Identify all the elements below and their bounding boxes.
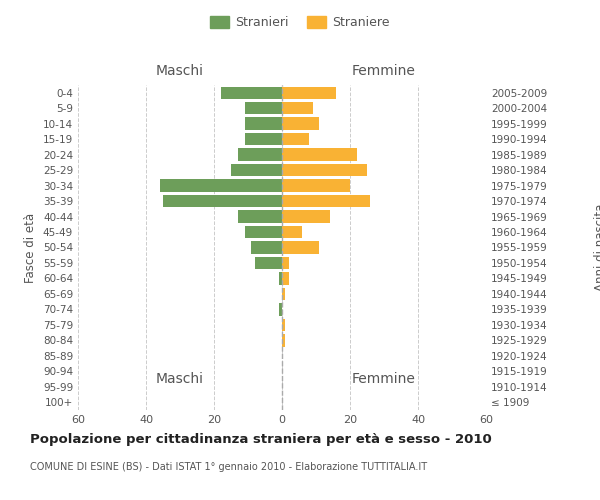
Bar	[282, 288, 286, 300]
Bar	[282, 133, 309, 145]
Text: COMUNE DI ESINE (BS) - Dati ISTAT 1° gennaio 2010 - Elaborazione TUTTITALIA.IT: COMUNE DI ESINE (BS) - Dati ISTAT 1° gen…	[30, 462, 427, 472]
Y-axis label: Fasce di età: Fasce di età	[25, 212, 37, 282]
Bar	[255, 257, 282, 269]
Bar	[282, 242, 319, 254]
Bar	[282, 86, 337, 99]
Bar	[282, 318, 286, 331]
Bar	[282, 195, 370, 207]
Bar	[282, 257, 289, 269]
Bar	[238, 210, 282, 222]
Bar	[251, 242, 282, 254]
Bar	[245, 118, 282, 130]
Text: Femmine: Femmine	[352, 64, 416, 78]
Bar	[245, 226, 282, 238]
Bar	[221, 86, 282, 99]
Bar	[278, 272, 282, 284]
Bar	[278, 303, 282, 316]
Bar	[282, 118, 319, 130]
Text: Popolazione per cittadinanza straniera per età e sesso - 2010: Popolazione per cittadinanza straniera p…	[30, 432, 492, 446]
Bar	[231, 164, 282, 176]
Text: Femmine: Femmine	[352, 372, 416, 386]
Y-axis label: Anni di nascita: Anni di nascita	[594, 204, 600, 291]
Bar	[238, 148, 282, 161]
Bar	[245, 133, 282, 145]
Bar	[282, 180, 350, 192]
Bar	[282, 226, 302, 238]
Bar	[160, 180, 282, 192]
Bar	[282, 210, 329, 222]
Bar	[282, 148, 357, 161]
Legend: Stranieri, Straniere: Stranieri, Straniere	[205, 11, 395, 34]
Bar	[282, 272, 289, 284]
Bar	[282, 102, 313, 115]
Bar	[282, 164, 367, 176]
Text: Maschi: Maschi	[156, 64, 204, 78]
Bar	[245, 102, 282, 115]
Text: Maschi: Maschi	[156, 372, 204, 386]
Bar	[163, 195, 282, 207]
Bar	[282, 334, 286, 346]
